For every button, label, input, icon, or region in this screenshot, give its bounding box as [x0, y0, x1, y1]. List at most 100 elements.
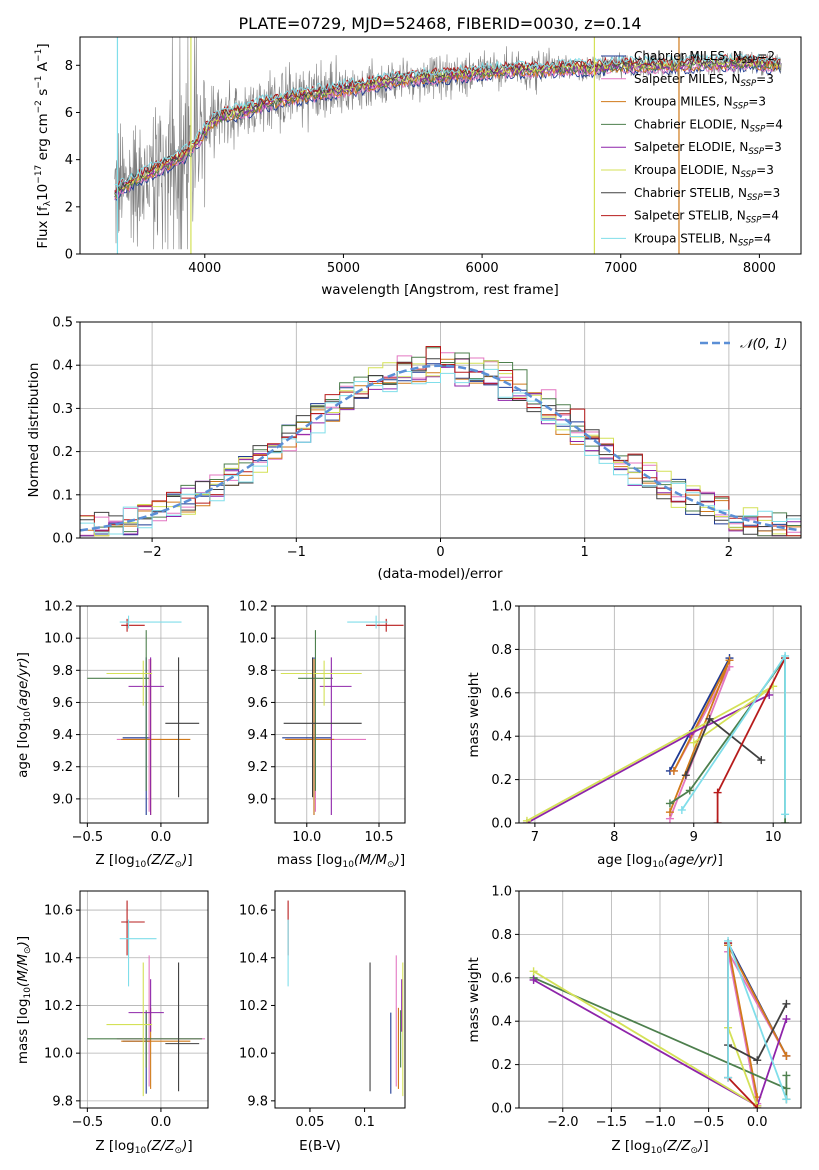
- weight-marker: [753, 1104, 762, 1108]
- weight-series-8: [681, 652, 786, 815]
- x-tick-label: −2: [143, 545, 162, 560]
- mass-vs-ebv-xlabel: E(B-V): [299, 1138, 341, 1154]
- axes-frame: [79, 890, 209, 1109]
- weight-marker: [689, 738, 698, 747]
- axes-frame: [79, 36, 802, 255]
- weight-marker: [782, 1084, 791, 1093]
- y-tick-label: 9.8: [247, 664, 268, 679]
- errorbar-point: [319, 657, 352, 815]
- x-tick-label: 0.0: [747, 1115, 768, 1130]
- errorbar-point: [366, 618, 404, 632]
- x-tick-label: 0.1: [354, 1115, 375, 1130]
- weight-marker: [782, 999, 791, 1008]
- y-tick-label: 0.2: [491, 1058, 512, 1073]
- plot-area: [287, 900, 404, 1097]
- x-tick-label: 8: [610, 830, 618, 845]
- y-tick-label: 0.4: [491, 730, 512, 745]
- y-tick-label: 9.8: [52, 664, 73, 679]
- errorbar-point: [286, 659, 366, 812]
- age-vs-z-panel: −0.5 0.0 9.0 9.2 9.4 9.6 9.8 10.0 10.2 Z [log10(…: [15, 600, 209, 870]
- y-tick-label: 0.1: [52, 488, 73, 503]
- y-tick-label: 10.2: [44, 999, 73, 1014]
- weight-marker: [781, 651, 790, 660]
- weight-marker: [681, 771, 690, 780]
- age-vs-z-ylabel: age [log10(age/yr)]: [15, 652, 33, 778]
- x-tick-label: −2.0: [547, 1115, 579, 1130]
- errorbar-point: [128, 979, 164, 1032]
- grid: [519, 605, 801, 824]
- errorbar-point: [165, 657, 200, 798]
- x-tick-label: −0.5: [72, 1115, 104, 1130]
- x-tick-label: 7000: [604, 261, 637, 276]
- x-tick-label: −1.5: [596, 1115, 628, 1130]
- plot-area: [114, 37, 782, 254]
- y-tick-label: 10.2: [239, 600, 268, 615]
- x-tick-label: 2: [725, 545, 733, 560]
- legend-entry: Salpeter MILES, NSSP=3: [634, 72, 774, 89]
- weight-vs-z-xlabel: Z [log10(Z/Z⊙)]: [611, 1138, 708, 1156]
- axes-frame: [274, 605, 406, 824]
- spectrum-legend: Chabrier MILES, NSSP=2 Salpeter MILES, NS…: [601, 49, 783, 248]
- y-tick-label: 10.6: [44, 904, 73, 919]
- y-tick-label: 10.6: [239, 904, 268, 919]
- weight-vs-z-ylabel: mass weight: [466, 957, 482, 1042]
- legend-entry: Kroupa MILES, NSSP=3: [634, 95, 766, 112]
- mass-vs-z-ylabel: mass [log10(M/M⊙)]: [15, 936, 33, 1064]
- weight-marker: [669, 766, 678, 775]
- y-tick-label: 10.4: [44, 951, 73, 966]
- residual-legend: 𝒩(0, 1): [700, 337, 787, 352]
- weight-vs-age-xlabel: age [log10(age/yr)]: [597, 852, 723, 870]
- weight-marker: [705, 714, 714, 723]
- x-tick-label: 4000: [188, 261, 221, 276]
- y-tick-label: 2: [65, 200, 73, 215]
- x-tick-label: 5000: [327, 261, 360, 276]
- errorbar-point: [347, 615, 388, 629]
- plot-area: [87, 615, 200, 815]
- y-tick-label: 0.5: [52, 316, 73, 331]
- weight-marker: [522, 816, 531, 823]
- y-tick-label: 9.8: [52, 1094, 73, 1109]
- x-tick-label: −1: [287, 545, 306, 560]
- y-tick-label: 4: [65, 153, 73, 168]
- x-tick-label: 0.0: [151, 1115, 172, 1130]
- y-tick-label: 0.6: [491, 971, 512, 986]
- y-tick-label: 1.0: [491, 600, 512, 615]
- weight-marker: [725, 656, 734, 665]
- legend-normal-label: 𝒩(0, 1): [740, 337, 787, 352]
- plot-area: [522, 651, 790, 823]
- weight-marker: [529, 975, 538, 984]
- x-tick-label: 0.05: [295, 1115, 324, 1130]
- x-tick-label: 10.0: [292, 830, 321, 845]
- axes-frame: [518, 605, 802, 824]
- legend-entry: Kroupa STELIB, NSSP=4: [634, 231, 771, 248]
- weight-marker: [685, 786, 694, 795]
- y-tick-label: 10.0: [44, 632, 73, 647]
- y-tick-label: 10.2: [44, 600, 73, 615]
- y-tick-label: 0.0: [491, 817, 512, 832]
- grid: [80, 891, 208, 1108]
- age-vs-mass-xlabel: mass [log10(M/M⊙)]: [277, 852, 405, 870]
- y-tick-label: 9.0: [52, 792, 73, 807]
- errorbar-point: [121, 659, 191, 815]
- errorbar-point: [106, 660, 153, 706]
- errorbar-point: [121, 618, 145, 632]
- x-tick-label: −1.0: [644, 1115, 676, 1130]
- weight-marker: [713, 819, 722, 823]
- errorbar-point: [128, 657, 164, 815]
- errorbar-point: [121, 1007, 191, 1089]
- errorbar-point: [280, 660, 362, 706]
- y-tick-label: 9.4: [247, 728, 268, 743]
- residual-ylabel: Normed distribution: [26, 363, 42, 498]
- y-tick-label: 9.2: [52, 760, 73, 775]
- weight-marker: [677, 805, 686, 814]
- legend-entry: Salpeter STELIB, NSSP=4: [634, 209, 779, 226]
- model-spectrum-8: [114, 52, 781, 187]
- weight-marker: [665, 799, 674, 808]
- y-tick-label: 0.4: [491, 1015, 512, 1030]
- y-tick-label: 9.4: [52, 728, 73, 743]
- weight-marker: [757, 756, 766, 765]
- mass-vs-z-xlabel: Z [log10(Z/Z⊙)]: [95, 1138, 192, 1156]
- x-tick-label: 1: [581, 545, 589, 560]
- errorbar-point: [165, 962, 200, 1092]
- normal-curve: [80, 364, 801, 532]
